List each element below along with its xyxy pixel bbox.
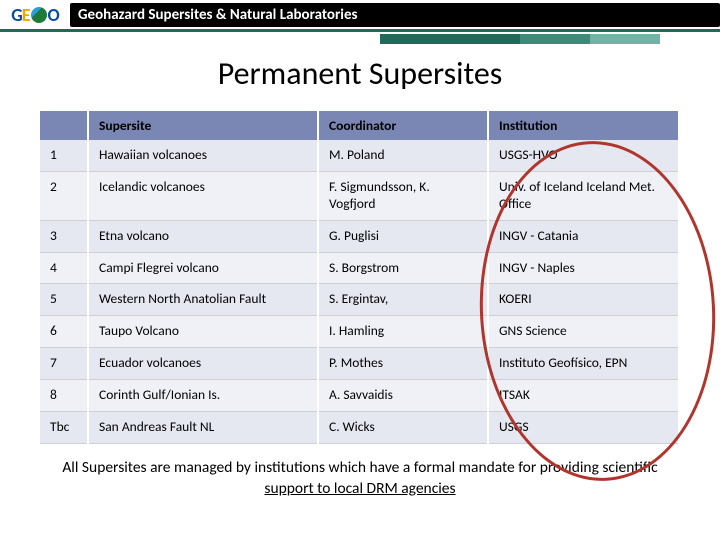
table-cell: Ecuador volcanoes [88, 348, 318, 380]
page-title: Permanent Supersites [0, 54, 720, 93]
table-cell: S. Ergintav, [318, 284, 488, 316]
table-cell: Hawaiian volcanoes [88, 140, 318, 171]
table-cell: I. Hamling [318, 316, 488, 348]
table-row: 7Ecuador volcanoesP. MothesInstituto Geo… [40, 348, 679, 380]
table-cell: 8 [40, 380, 88, 412]
table-cell: Icelandic volcanoes [88, 171, 318, 220]
table-column-header: Supersite [88, 111, 318, 140]
table-cell: C. Wicks [318, 411, 488, 443]
table-cell: Instituto Geofísico, EPN [488, 348, 679, 380]
table-cell: Corinth Gulf/Ionian Is. [88, 380, 318, 412]
table-cell: Tbc [40, 411, 88, 443]
accent-bar-1 [380, 34, 520, 44]
table-cell: USGS [488, 411, 679, 443]
footer-pre: All Supersites are managed by institutio… [62, 458, 657, 477]
table-body: 1Hawaiian volcanoesM. PolandUSGS-HVO2Ice… [40, 140, 679, 443]
table-cell: G. Puglisi [318, 220, 488, 252]
header-bar: GEO Geohazard Supersites & Natural Labor… [0, 0, 720, 32]
table-cell: 4 [40, 252, 88, 284]
table-row: 3Etna volcanoG. PuglisiINGV - Catania [40, 220, 679, 252]
table-row: 4Campi Flegrei volcanoS. BorgstromINGV -… [40, 252, 679, 284]
table-cell: ITSAK [488, 380, 679, 412]
table-row: 5Western North Anatolian FaultS. Erginta… [40, 284, 679, 316]
accent-bars [380, 34, 660, 44]
table-cell: Western North Anatolian Fault [88, 284, 318, 316]
table-cell: KOERI [488, 284, 679, 316]
table-cell: P. Mothes [318, 348, 488, 380]
table-cell: Univ. of Iceland Iceland Met. Office [488, 171, 679, 220]
table-row: TbcSan Andreas Fault NLC. WicksUSGS [40, 411, 679, 443]
table-cell: S. Borgstrom [318, 252, 488, 284]
table-column-header: Institution [488, 111, 679, 140]
table-header: SupersiteCoordinatorInstitution [40, 111, 679, 140]
logo-letter-o: O [48, 4, 59, 26]
table-column-header: Coordinator [318, 111, 488, 140]
table-row: 1Hawaiian volcanoesM. PolandUSGS-HVO [40, 140, 679, 171]
table-cell: INGV - Catania [488, 220, 679, 252]
table-row: 2Icelandic volcanoesF. Sigmundsson, K. V… [40, 171, 679, 220]
globe-icon [31, 7, 47, 23]
geo-logo: GEO [0, 0, 70, 31]
header-title-text: Geohazard Supersites & Natural Laborator… [78, 6, 358, 24]
table-cell: GNS Science [488, 316, 679, 348]
table-cell: 1 [40, 140, 88, 171]
logo-letter-e: E [22, 4, 30, 26]
accent-bar-3 [590, 34, 660, 44]
table-cell: M. Poland [318, 140, 488, 171]
table-cell: Etna volcano [88, 220, 318, 252]
footer-text: All Supersites are managed by institutio… [40, 458, 680, 500]
table-cell: USGS-HVO [488, 140, 679, 171]
accent-bar-2 [520, 34, 590, 44]
table-cell: 2 [40, 171, 88, 220]
logo-letter-g: G [11, 4, 21, 26]
table-cell: Campi Flegrei volcano [88, 252, 318, 284]
table-cell: San Andreas Fault NL [88, 411, 318, 443]
header-title: Geohazard Supersites & Natural Laborator… [70, 3, 720, 27]
supersites-table: SupersiteCoordinatorInstitution 1Hawaiia… [40, 111, 680, 444]
table-cell: F. Sigmundsson, K. Vogfjord [318, 171, 488, 220]
table-cell: Taupo Volcano [88, 316, 318, 348]
footer-underline: support to local DRM agencies [264, 479, 455, 498]
table-row: 8Corinth Gulf/Ionian Is.A. SavvaidisITSA… [40, 380, 679, 412]
table-cell: 5 [40, 284, 88, 316]
table-cell: 6 [40, 316, 88, 348]
table-cell: 7 [40, 348, 88, 380]
table-cell: INGV - Naples [488, 252, 679, 284]
table-cell: 3 [40, 220, 88, 252]
table-cell: A. Savvaidis [318, 380, 488, 412]
table-column-header [40, 111, 88, 140]
table-row: 6Taupo VolcanoI. HamlingGNS Science [40, 316, 679, 348]
table-container: SupersiteCoordinatorInstitution 1Hawaiia… [40, 111, 680, 444]
